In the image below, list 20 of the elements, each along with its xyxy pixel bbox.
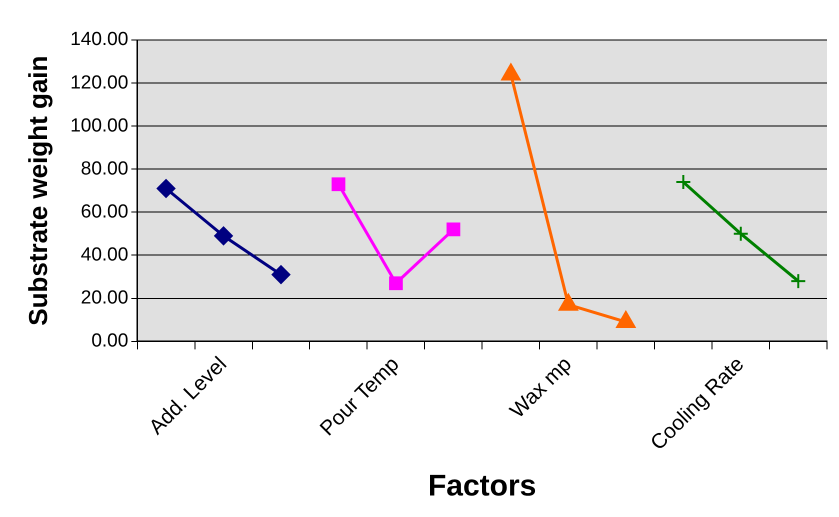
y-tick-label: 100.00 xyxy=(70,115,128,136)
y-tick-label: 0.00 xyxy=(91,330,128,352)
y-tick-label: 80.00 xyxy=(80,158,128,180)
point xyxy=(214,226,234,246)
y-tick-label: 140.00 xyxy=(70,29,128,50)
point xyxy=(790,273,806,290)
y-tick-label: 60.00 xyxy=(80,201,128,222)
point xyxy=(156,179,176,198)
point xyxy=(389,276,403,290)
y-tick-label: 20.00 xyxy=(80,288,128,309)
y-tick-label: 120.00 xyxy=(70,72,128,94)
point xyxy=(446,222,460,236)
y-tick-label: 40.00 xyxy=(80,244,128,266)
x-tick-label: Wax mp xyxy=(506,352,576,423)
point xyxy=(332,177,346,192)
point xyxy=(732,226,749,242)
x-axis-title: Factors xyxy=(428,469,536,502)
y-axis-title: Substrate weight gain xyxy=(22,56,53,326)
point xyxy=(675,174,692,190)
point xyxy=(272,265,290,284)
